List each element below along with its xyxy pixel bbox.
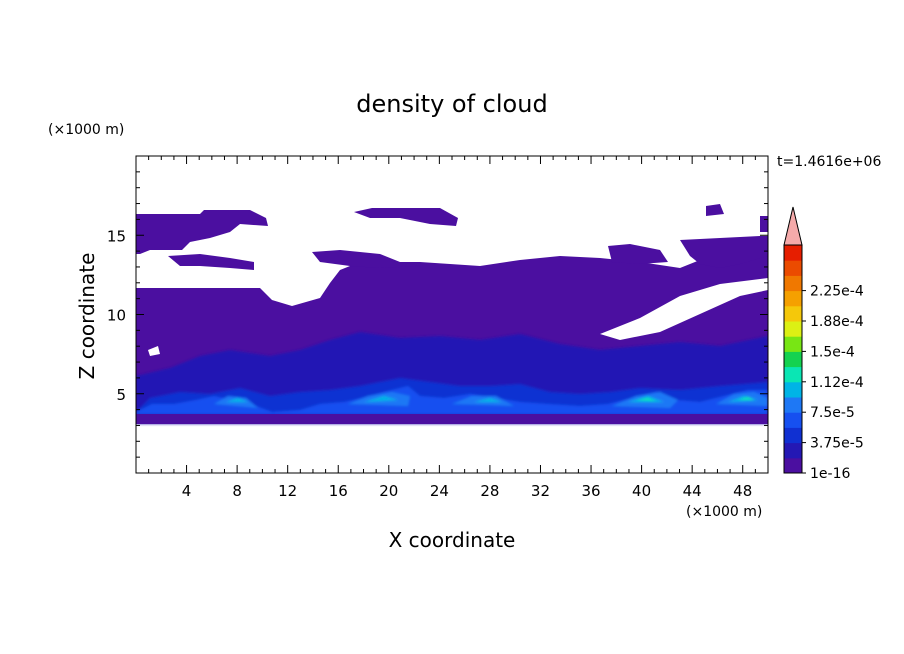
colorbar-swatch xyxy=(784,412,802,428)
x-axis-ticks: 4 8 12 16 20 24 28 32 36 40 44 48 xyxy=(148,156,756,500)
colorbar: 1e-16 3.75e-5 7.5e-5 1.12e-4 1.5e-4 1.88e-4 2.… xyxy=(783,206,864,482)
x-tick-label: 4 xyxy=(182,482,192,500)
x-tick-label: 16 xyxy=(329,482,348,500)
x-tick-label: 32 xyxy=(531,482,550,500)
contour-upper-blob-g xyxy=(760,216,768,232)
y-tick-label: 10 xyxy=(107,307,126,325)
colorbar-swatch xyxy=(784,290,802,307)
colorbar-swatch xyxy=(784,397,802,413)
colorbar-label: 7.5e-5 xyxy=(810,405,855,421)
colorbar-label: 1.5e-4 xyxy=(810,344,855,360)
x-tick-label: 8 xyxy=(232,482,242,500)
y-axis-label: Z coordinate xyxy=(75,253,99,380)
colorbar-label: 1.88e-4 xyxy=(810,314,864,330)
colorbar-swatch xyxy=(784,305,802,322)
y-tick-label: 15 xyxy=(107,227,126,245)
clear-sky-gap-a xyxy=(600,278,768,340)
colorbar-swatch xyxy=(784,351,802,368)
contour-upper-blob-a xyxy=(168,254,254,270)
contour-upper-blob-f xyxy=(706,204,724,216)
contour-upper-layer xyxy=(136,210,268,254)
colorbar-label: 1e-16 xyxy=(810,466,850,482)
contour-upper-blob-e xyxy=(680,236,768,268)
cloud-base-band xyxy=(136,414,768,424)
contour-level-4 xyxy=(136,386,768,414)
x-axis-label: X coordinate xyxy=(389,528,516,552)
colorbar-swatch xyxy=(784,381,802,398)
colorbar-swatch xyxy=(784,366,802,383)
y-tick-label: 5 xyxy=(116,386,126,404)
clear-sky-gap-c xyxy=(148,346,160,356)
colorbar-label: 2.25e-4 xyxy=(810,284,864,300)
colorbar-swatch xyxy=(784,457,802,474)
time-label: t=1.4616e+06 xyxy=(777,154,881,170)
colorbar-label: 1.12e-4 xyxy=(810,375,864,391)
colorbar-swatch xyxy=(784,245,802,261)
density-contour-field xyxy=(136,204,768,424)
x-tick-label: 12 xyxy=(278,482,297,500)
chart-title: density of cloud xyxy=(356,90,547,118)
contour-upper-blob-c xyxy=(354,208,458,226)
colorbar-swatch xyxy=(784,442,802,459)
colorbar-swatch xyxy=(784,336,802,352)
x-tick-label: 44 xyxy=(683,482,702,500)
colorbar-swatch xyxy=(784,321,802,337)
x-unit-label: (×1000 m) xyxy=(686,504,762,520)
colorbar-swatch xyxy=(784,427,802,444)
x-tick-label: 24 xyxy=(430,482,449,500)
y-axis-ticks: 5 10 15 xyxy=(107,171,768,458)
colorbar-frame xyxy=(783,244,803,474)
x-tick-label: 28 xyxy=(480,482,499,500)
y-unit-label: (×1000 m) xyxy=(48,122,124,138)
colorbar-swatch xyxy=(784,260,802,276)
colorbar-extend-arrow xyxy=(783,206,803,246)
x-tick-label: 20 xyxy=(379,482,398,500)
x-tick-label: 48 xyxy=(733,482,752,500)
x-tick-label: 40 xyxy=(632,482,651,500)
colorbar-swatch xyxy=(784,275,802,292)
colorbar-label: 3.75e-5 xyxy=(810,436,864,452)
x-tick-label: 36 xyxy=(581,482,600,500)
contour-upper-blob-b xyxy=(312,250,420,268)
contour-level-6 xyxy=(226,396,758,402)
contour-upper-blob-d xyxy=(608,244,668,264)
